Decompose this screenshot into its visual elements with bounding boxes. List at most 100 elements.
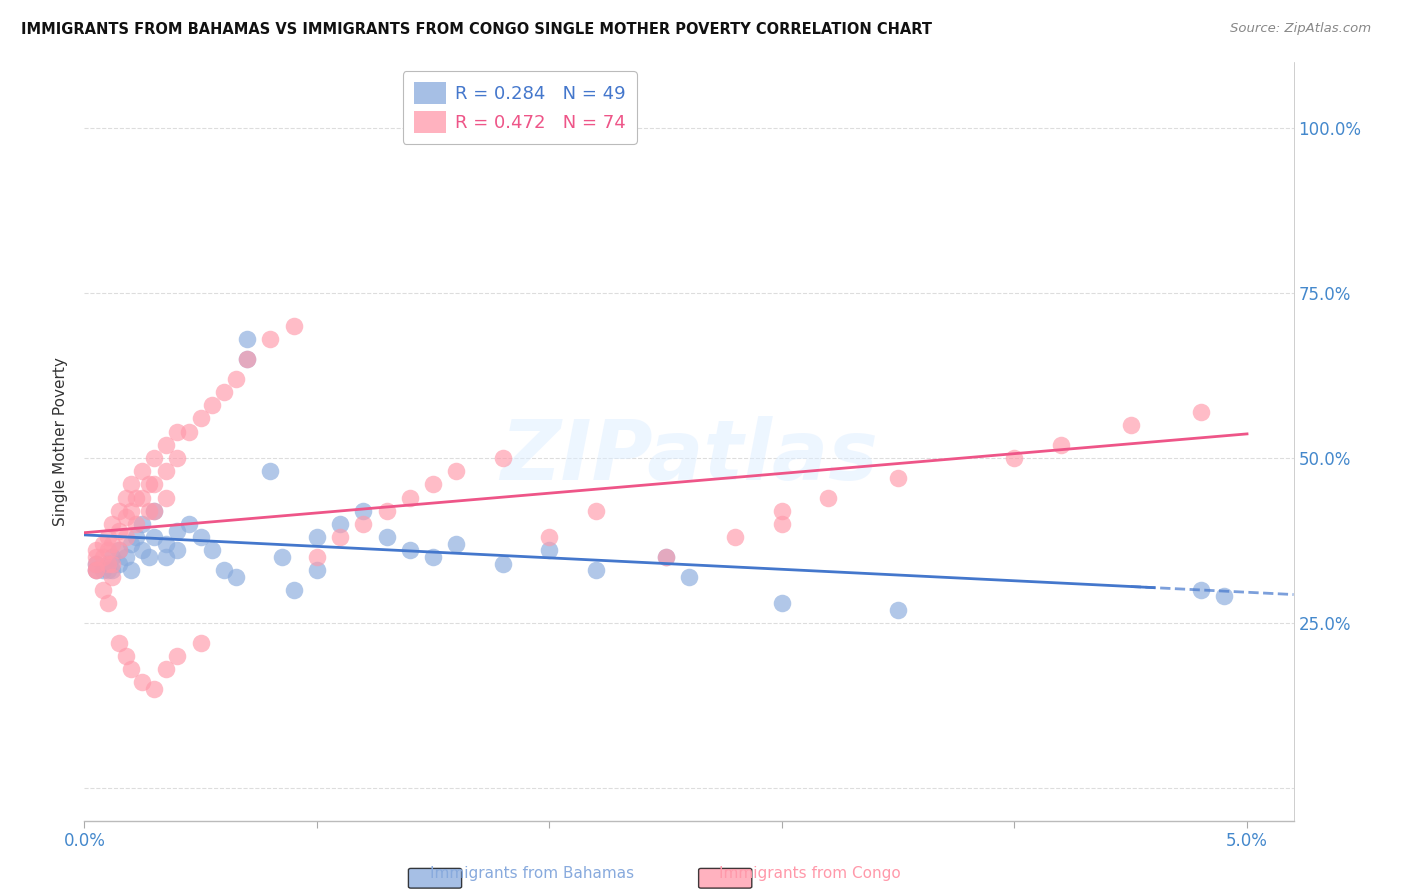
Legend: R = 0.284   N = 49, R = 0.472   N = 74: R = 0.284 N = 49, R = 0.472 N = 74	[402, 71, 637, 144]
Point	[131, 543, 153, 558]
Point	[538, 530, 561, 544]
Point	[817, 491, 839, 505]
Point	[1004, 450, 1026, 465]
Point	[155, 491, 177, 505]
Point	[225, 372, 247, 386]
Point	[124, 516, 146, 531]
Point	[446, 537, 468, 551]
Point	[84, 543, 107, 558]
Point	[678, 570, 700, 584]
Point	[212, 563, 235, 577]
Point	[131, 516, 153, 531]
Point	[138, 504, 160, 518]
Point	[283, 582, 305, 597]
Point	[305, 563, 328, 577]
Point	[84, 549, 107, 564]
Point	[538, 543, 561, 558]
Point	[101, 549, 124, 564]
Point	[446, 464, 468, 478]
Point	[108, 543, 131, 558]
Point	[770, 504, 793, 518]
Point	[236, 352, 259, 367]
Point	[108, 504, 131, 518]
Point	[131, 675, 153, 690]
Point	[108, 543, 131, 558]
Point	[120, 477, 142, 491]
Point	[283, 319, 305, 334]
Point	[1050, 438, 1073, 452]
Point	[115, 510, 138, 524]
Point	[115, 648, 138, 663]
FancyBboxPatch shape	[699, 869, 752, 888]
Point	[492, 450, 515, 465]
Point	[399, 543, 422, 558]
Point	[97, 557, 120, 571]
Point	[124, 530, 146, 544]
Point	[131, 464, 153, 478]
Point	[236, 352, 259, 367]
Text: Immigrants from Congo: Immigrants from Congo	[718, 866, 901, 881]
Point	[329, 530, 352, 544]
Point	[143, 450, 166, 465]
Point	[375, 504, 398, 518]
Point	[91, 563, 114, 577]
Point	[101, 557, 124, 571]
Point	[329, 516, 352, 531]
Point	[101, 570, 124, 584]
Point	[143, 681, 166, 696]
Text: ZIPatlas: ZIPatlas	[501, 417, 877, 497]
Point	[271, 549, 294, 564]
Point	[101, 516, 124, 531]
Point	[84, 563, 107, 577]
Point	[166, 425, 188, 439]
Point	[155, 464, 177, 478]
Point	[84, 563, 107, 577]
Point	[177, 516, 200, 531]
Point	[166, 524, 188, 538]
Point	[259, 464, 281, 478]
Point	[120, 662, 142, 676]
Point	[201, 543, 224, 558]
Point	[108, 635, 131, 649]
Point	[84, 557, 107, 571]
Point	[190, 635, 212, 649]
Point	[654, 549, 676, 564]
Point	[84, 563, 107, 577]
Point	[225, 570, 247, 584]
Point	[143, 477, 166, 491]
Point	[91, 537, 114, 551]
Point	[143, 504, 166, 518]
Point	[101, 537, 124, 551]
Point	[120, 537, 142, 551]
Point	[131, 491, 153, 505]
Point	[399, 491, 422, 505]
Point	[108, 524, 131, 538]
Point	[352, 504, 374, 518]
Point	[770, 516, 793, 531]
Text: Source: ZipAtlas.com: Source: ZipAtlas.com	[1230, 22, 1371, 36]
Point	[120, 504, 142, 518]
Point	[155, 537, 177, 551]
Point	[166, 543, 188, 558]
Point	[770, 596, 793, 610]
Point	[1189, 405, 1212, 419]
Point	[138, 549, 160, 564]
Point	[97, 543, 120, 558]
Point	[201, 398, 224, 412]
Point	[375, 530, 398, 544]
Point	[97, 530, 120, 544]
Point	[124, 491, 146, 505]
Point	[422, 549, 444, 564]
Point	[91, 582, 114, 597]
Point	[422, 477, 444, 491]
Point	[352, 516, 374, 531]
Point	[97, 557, 120, 571]
Point	[305, 549, 328, 564]
Point	[177, 425, 200, 439]
Point	[115, 530, 138, 544]
Point	[585, 563, 607, 577]
Point	[212, 385, 235, 400]
Point	[887, 471, 910, 485]
Point	[724, 530, 747, 544]
Point	[1119, 418, 1142, 433]
